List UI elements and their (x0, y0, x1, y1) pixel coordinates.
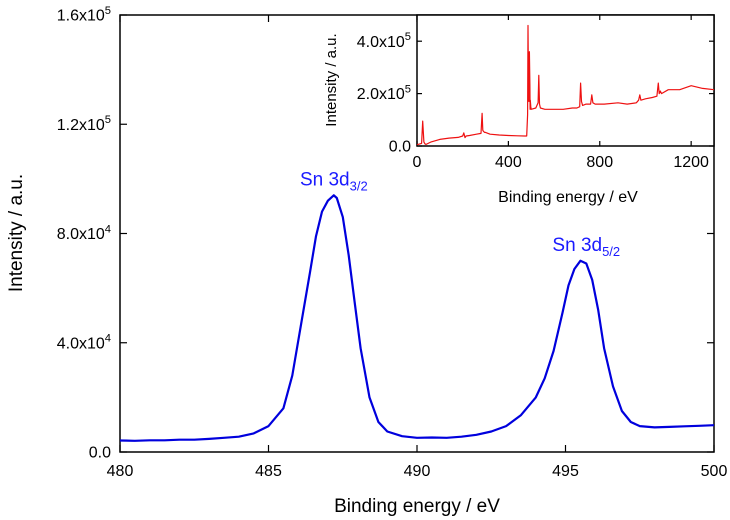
main-y-tick-label-exponent: 4 (105, 223, 111, 235)
peak-annotation: Sn 3d3/2 (300, 169, 368, 193)
main-y-tick-label-exponent: 5 (105, 5, 111, 17)
inset-x-tick-label: 0 (413, 154, 422, 171)
main-y-tick-label-exponent: 5 (105, 114, 111, 126)
main-y-tick-label: 0.0 (89, 445, 111, 462)
main-y-tick-label-base: 1.2x10 (57, 117, 105, 134)
inset-x-tick-label: 1200 (673, 154, 709, 171)
main-series-group (119, 194, 715, 442)
inset-y-tick-label-base: 0.0 (389, 139, 411, 156)
inset-y-tick-label: 2.0x105 (357, 83, 411, 103)
main-x-tick-label: 485 (255, 463, 282, 480)
inset-y-tick-label-exponent: 5 (405, 31, 411, 43)
main-y-tick-label: 1.6x105 (57, 5, 111, 25)
main-y-tick-label-exponent: 4 (105, 333, 111, 345)
inset-x-tick-label: 400 (495, 154, 522, 171)
main-x-axis-label: Binding energy / eV (334, 496, 500, 517)
main-y-tick-label-base: 4.0x10 (57, 335, 105, 352)
inset-y-tick-label: 4.0x105 (357, 31, 411, 51)
main-y-tick-label: 1.2x105 (57, 114, 111, 134)
main-ticks: 480 485 490 495 5000.04.0x1048.0x1041.2x1051… (57, 5, 728, 480)
inset-background (417, 15, 714, 146)
main-y-tick-label-base: 1.6x10 (57, 8, 105, 25)
peak-annotation-subscript: 5/2 (602, 244, 620, 259)
main-series-line (119, 194, 715, 442)
main-x-tick-label: 480 (107, 463, 134, 480)
inset-y-axis-label: Intensity / a.u. (323, 33, 340, 126)
peak-annotation: Sn 3d5/2 (552, 235, 620, 259)
peak-annotation-base: Sn 3d (300, 169, 350, 190)
main-y-tick-label: 4.0x104 (57, 333, 111, 353)
inset-plot-frame (416, 14, 715, 147)
inset-y-tick-label-exponent: 5 (405, 83, 411, 95)
inset-series-group (416, 24, 715, 146)
main-annotations: Sn 3d3/2Sn 3d5/2 (300, 169, 620, 259)
inset-y-tick-label-base: 4.0x10 (357, 34, 405, 51)
main-y-tick-label-base: 0.0 (89, 445, 111, 462)
main-x-tick-label: 500 (701, 463, 728, 480)
inset-series-line (416, 24, 715, 146)
peak-annotation-subscript: 3/2 (350, 178, 368, 193)
main-x-tick-label: 495 (552, 463, 579, 480)
inset-y-tick-label: 0.0 (389, 139, 411, 156)
inset-y-tick-label-base: 2.0x10 (357, 86, 405, 103)
main-y-tick-label: 8.0x104 (57, 223, 111, 243)
main-y-axis-label: Intensity / a.u. (6, 174, 27, 292)
inset-x-tick-label: 800 (586, 154, 613, 171)
peak-annotation-base: Sn 3d (552, 235, 602, 256)
main-y-tick-label-base: 8.0x10 (57, 226, 105, 243)
main-x-tick-label: 490 (404, 463, 431, 480)
inset-x-axis-label: Binding energy / eV (498, 189, 638, 206)
